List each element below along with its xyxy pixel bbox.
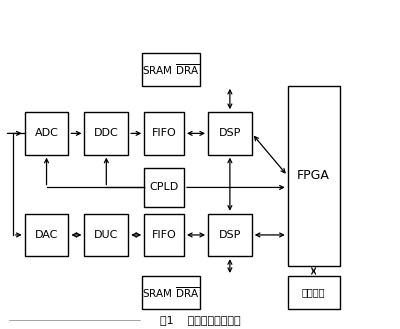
Text: 通信接口: 通信接口	[302, 287, 325, 297]
Text: SRAM $\overline{\rm DRA}$: SRAM $\overline{\rm DRA}$	[142, 62, 200, 77]
Text: SRAM $\overline{\rm DRA}$: SRAM $\overline{\rm DRA}$	[142, 285, 200, 300]
Text: 图1    仪器驱动设计模型: 图1 仪器驱动设计模型	[160, 315, 240, 325]
Bar	[288, 276, 340, 309]
Text: DSP: DSP	[219, 230, 241, 240]
Bar	[84, 214, 128, 256]
Bar	[142, 53, 200, 86]
Bar	[142, 276, 200, 309]
Bar	[144, 214, 184, 256]
Bar	[144, 168, 184, 207]
Text: ADC: ADC	[34, 128, 58, 139]
Bar	[144, 112, 184, 155]
Text: DUC: DUC	[94, 230, 118, 240]
Bar	[84, 112, 128, 155]
Text: DDC: DDC	[94, 128, 119, 139]
Text: DSP: DSP	[219, 128, 241, 139]
Text: FPGA: FPGA	[297, 169, 330, 183]
Text: DAC: DAC	[35, 230, 58, 240]
Bar	[288, 86, 340, 266]
Bar	[25, 112, 68, 155]
Bar	[25, 214, 68, 256]
Bar	[208, 214, 252, 256]
Text: CPLD: CPLD	[150, 183, 179, 192]
Text: FIFO: FIFO	[152, 230, 176, 240]
Bar	[208, 112, 252, 155]
Text: FIFO: FIFO	[152, 128, 176, 139]
